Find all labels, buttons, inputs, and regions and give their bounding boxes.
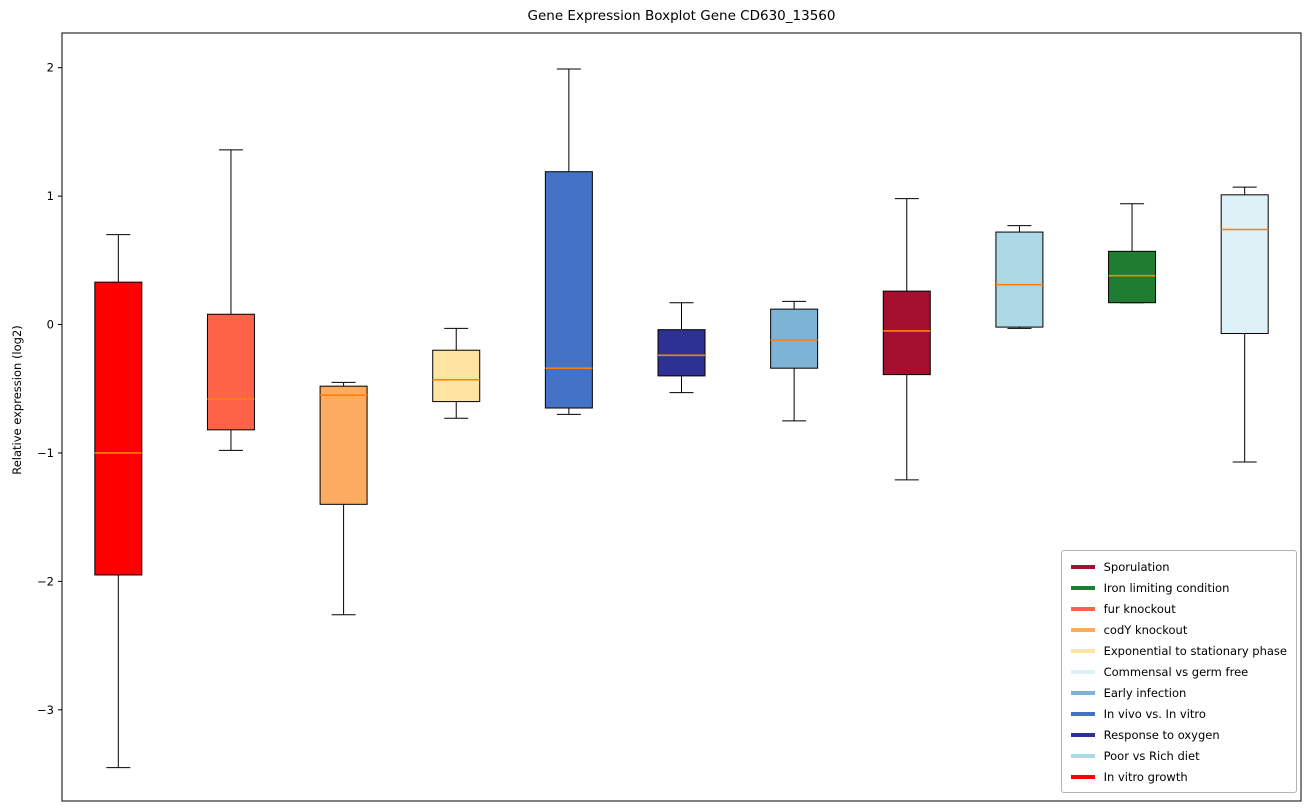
y-tick-label: 2	[47, 61, 54, 75]
legend-swatch	[1070, 711, 1095, 716]
legend-swatch	[1070, 564, 1095, 569]
legend-item: In vivo vs. In vitro	[1070, 703, 1287, 724]
legend-swatch	[1070, 627, 1095, 632]
legend-label: Commensal vs germ free	[1103, 664, 1249, 679]
legend: Sporulation Iron limiting condition fur kn…	[1060, 550, 1297, 793]
legend-item: Exponential to stationary phase	[1070, 640, 1287, 661]
box-2	[206, 313, 255, 431]
legend-label: In vivo vs. In vitro	[1103, 706, 1206, 721]
legend-label: Iron limiting condition	[1103, 580, 1230, 595]
legend-swatch	[1070, 774, 1095, 779]
legend-swatch	[1070, 648, 1095, 653]
legend-swatch	[1070, 690, 1095, 695]
box-5	[544, 171, 593, 409]
legend-item: Sporulation	[1070, 556, 1287, 577]
box-10	[1108, 250, 1157, 304]
box-1	[94, 281, 143, 576]
legend-swatch	[1070, 732, 1095, 737]
legend-swatch	[1070, 669, 1095, 674]
y-tick-label: −2	[37, 574, 54, 588]
legend-item: In vitro growth	[1070, 766, 1287, 787]
legend-swatch	[1070, 606, 1095, 611]
legend-label: Early infection	[1103, 685, 1187, 700]
y-tick-label: −3	[37, 703, 54, 717]
legend-item: Commensal vs germ free	[1070, 661, 1287, 682]
y-tick-label: 0	[47, 318, 54, 332]
plot-frame	[61, 32, 1302, 802]
legend-swatch	[1070, 585, 1095, 590]
box-6	[657, 329, 706, 377]
legend-item: Response to oxygen	[1070, 724, 1287, 745]
box-4	[432, 349, 481, 403]
legend-label: codY knockout	[1103, 622, 1188, 637]
legend-swatch	[1070, 753, 1095, 758]
legend-item: Early infection	[1070, 682, 1287, 703]
box-11	[1220, 194, 1269, 335]
box-3	[319, 385, 368, 505]
legend-label: Exponential to stationary phase	[1103, 643, 1287, 658]
box-8	[882, 290, 931, 376]
y-tick-label: −1	[37, 446, 54, 460]
legend-label: Response to oxygen	[1103, 727, 1220, 742]
legend-item: Poor vs Rich diet	[1070, 745, 1287, 766]
box-7	[770, 308, 819, 369]
legend-item: Iron limiting condition	[1070, 577, 1287, 598]
legend-label: Sporulation	[1103, 559, 1170, 574]
box-9	[995, 231, 1044, 328]
legend-label: Poor vs Rich diet	[1103, 748, 1200, 763]
y-axis-label: Relative expression (log2)	[10, 325, 24, 475]
y-tick-label: 1	[47, 189, 54, 203]
legend-item: codY knockout	[1070, 619, 1287, 640]
legend-label: In vitro growth	[1103, 769, 1188, 784]
legend-item: fur knockout	[1070, 598, 1287, 619]
legend-label: fur knockout	[1103, 601, 1176, 616]
chart-title: Gene Expression Boxplot Gene CD630_13560	[527, 8, 836, 24]
